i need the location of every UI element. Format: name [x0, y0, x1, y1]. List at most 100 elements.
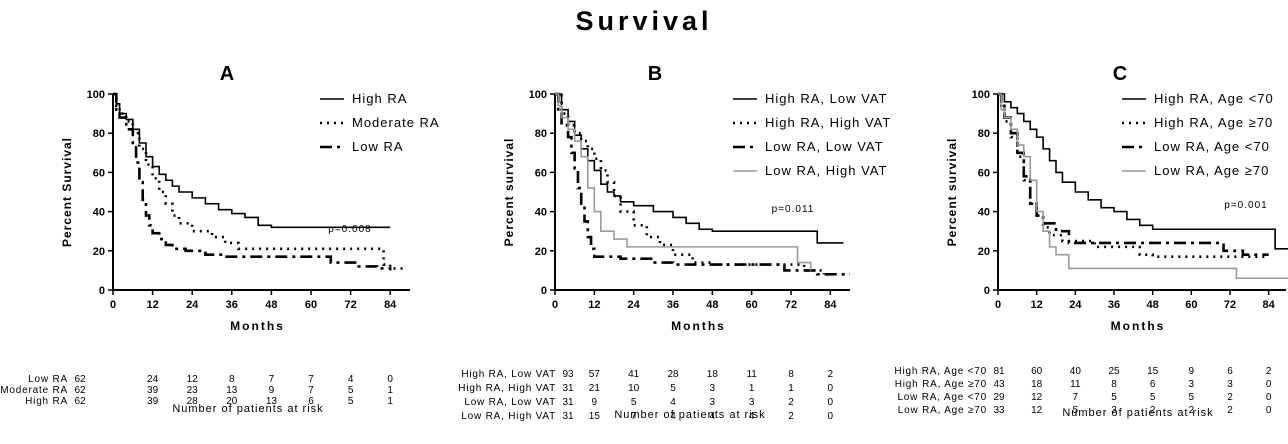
y-tick-label: 40	[535, 207, 547, 219]
risk-row-label: Low RA, Age <70	[897, 392, 987, 403]
x-axis-label: Months	[1111, 319, 1166, 333]
risk-count: 23	[187, 385, 199, 396]
y-axis-label: Percent survival	[502, 138, 516, 247]
x-tick-label: 24	[628, 299, 641, 311]
risk-count: 1	[749, 383, 755, 394]
legend-label: High RA	[352, 91, 407, 106]
risk-count: 39	[147, 385, 159, 396]
survival-curve-4	[998, 93, 1288, 280]
risk-count: 5	[1073, 405, 1079, 416]
legend-label: High RA, Age <70	[1154, 91, 1274, 106]
risk-count: 2	[788, 397, 794, 408]
risk-count: 20	[226, 396, 238, 407]
risk-count: 25	[1108, 366, 1120, 377]
y-tick-label: 20	[93, 246, 105, 258]
x-tick-label: 24	[1069, 299, 1082, 311]
legend-label: High RA, High VAT	[765, 115, 891, 130]
x-tick-label: 0	[552, 299, 558, 311]
x-tick-label: 48	[265, 299, 277, 311]
risk-count: 62	[74, 385, 86, 396]
x-tick-label: 12	[588, 299, 600, 311]
risk-count: 0	[1266, 392, 1272, 403]
risk-row-label: High RA	[25, 396, 68, 407]
x-tick-label: 36	[1108, 299, 1120, 311]
x-tick-label: 48	[1147, 299, 1159, 311]
risk-count: 60	[1031, 366, 1043, 377]
y-tick-label: 60	[93, 167, 105, 179]
risk-count: 0	[1266, 405, 1272, 416]
risk-count: 5	[1111, 392, 1117, 403]
risk-count: 6	[308, 396, 314, 407]
risk-count: 3	[1111, 405, 1117, 416]
risk-count: 43	[993, 379, 1005, 390]
risk-count: 4	[710, 411, 716, 422]
risk-count: 13	[226, 385, 238, 396]
p-value-label: p=0.011	[772, 204, 815, 215]
risk-count: 0	[828, 383, 834, 394]
risk-count: 4	[670, 411, 676, 422]
legend-label: Low RA	[352, 139, 404, 154]
y-tick-label: 100	[972, 89, 990, 101]
risk-count: 31	[562, 383, 574, 394]
risk-count: 4	[348, 374, 354, 385]
risk-count: 2	[1227, 405, 1233, 416]
risk-row-label: High RA, Age <70	[894, 366, 987, 377]
legend-label: Moderate RA	[352, 115, 440, 130]
panel-letter: A	[220, 63, 234, 85]
risk-count: 2	[788, 411, 794, 422]
y-tick-label: 80	[535, 128, 547, 140]
legend-label: High RA, Low VAT	[765, 91, 887, 106]
survival-curve-4	[555, 93, 812, 271]
y-tick-label: 80	[978, 128, 990, 140]
survival-curve-2	[555, 92, 826, 275]
x-tick-label: 0	[995, 299, 1001, 311]
risk-count: 15	[1147, 366, 1159, 377]
risk-count: 0	[387, 374, 393, 385]
y-tick-label: 20	[978, 246, 990, 258]
risk-count: 93	[562, 369, 574, 380]
risk-count: 8	[788, 369, 794, 380]
x-tick-label: 72	[785, 299, 797, 311]
risk-count: 21	[589, 383, 601, 394]
y-axis-label: Percent survival	[945, 138, 959, 247]
legend-label: High RA, Age ≥70	[1154, 115, 1273, 130]
risk-count: 5	[670, 383, 676, 394]
risk-count: 39	[147, 396, 159, 407]
risk-count: 7	[308, 374, 314, 385]
risk-count: 13	[266, 396, 278, 407]
risk-count: 0	[1266, 379, 1272, 390]
x-tick-label: 72	[344, 299, 356, 311]
survival-curve-3	[555, 92, 850, 276]
risk-count: 62	[74, 374, 86, 385]
risk-count: 4	[670, 397, 676, 408]
risk-count: 8	[229, 374, 235, 385]
risk-count: 28	[187, 396, 199, 407]
risk-count: 3	[710, 397, 716, 408]
risk-count: 1	[387, 396, 393, 407]
x-tick-label: 60	[1185, 299, 1197, 311]
risk-row-label: Low RA	[28, 374, 68, 385]
risk-count: 9	[1189, 366, 1195, 377]
x-tick-label: 36	[667, 299, 679, 311]
risk-count: 7	[308, 385, 314, 396]
survival-curve-1	[998, 93, 1288, 250]
risk-row-label: Low RA, Age ≥70	[898, 405, 987, 416]
risk-count: 81	[993, 366, 1005, 377]
risk-count: 12	[1031, 405, 1043, 416]
x-tick-label: 84	[824, 299, 837, 311]
legend-label: Low RA, Low VAT	[765, 139, 884, 154]
y-axis-label: Percent Survival	[60, 137, 74, 247]
risk-count: 40	[1070, 366, 1082, 377]
x-tick-label: 84	[384, 299, 397, 311]
x-tick-label: 84	[1263, 299, 1276, 311]
risk-count: 4	[749, 411, 755, 422]
risk-count: 5	[1150, 392, 1156, 403]
risk-count: 41	[628, 369, 640, 380]
risk-count: 28	[667, 369, 679, 380]
p-value-label: p=0.008	[328, 224, 371, 235]
risk-count: 2	[1189, 405, 1195, 416]
risk-count: 2	[1227, 392, 1233, 403]
x-tick-label: 60	[746, 299, 758, 311]
risk-count: 12	[1031, 392, 1043, 403]
